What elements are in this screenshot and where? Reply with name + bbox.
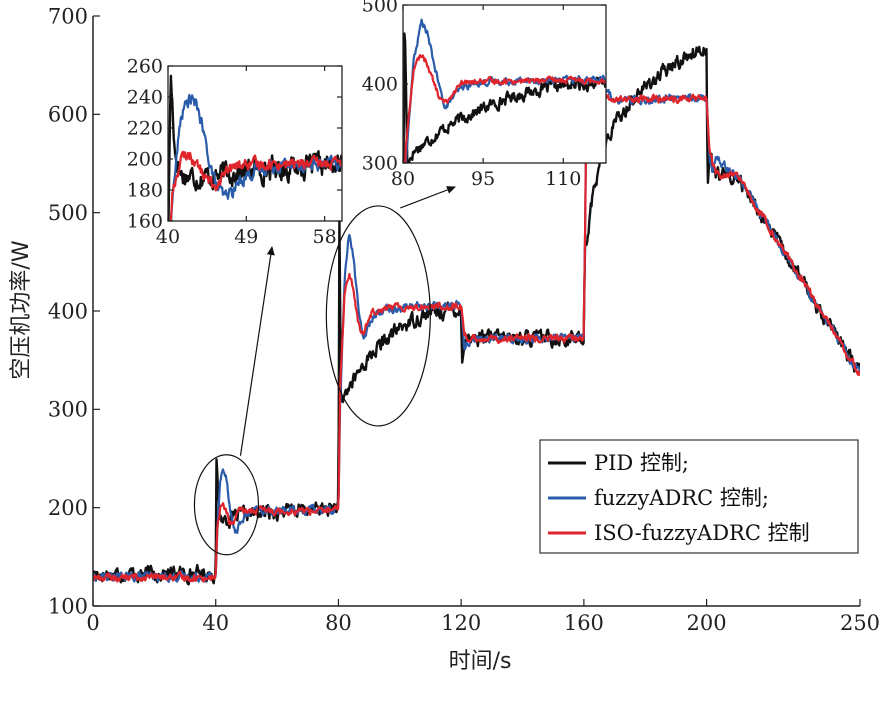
inset-40s-series-fuzzyadrc: [170, 93, 342, 221]
main-y-tick-label: 500: [48, 201, 88, 225]
legend: PID 控制; fuzzyADRC 控制; ISO-fuzzyADRC 控制: [539, 439, 859, 554]
inset-40s-y-tick-label: 180: [127, 180, 163, 202]
inset-40s-x-tick-label: 58: [313, 226, 337, 248]
main-x-tick-label: 200: [687, 611, 727, 635]
inset-40s-panel-bg: [168, 66, 342, 221]
inset-80s-axes: 80 95 110 300 400 500: [362, 0, 607, 190]
inset-40s-axes: 40 49 58 160 180 200 220 240 260: [127, 56, 343, 248]
inset-80s-x-tick-label: 95: [471, 168, 495, 190]
zoom-arrow-40s: [239, 246, 275, 456]
inset-40s-series-iso-fuzzyadrc: [169, 150, 342, 221]
legend-label-pid: PID 控制;: [594, 451, 689, 475]
main-x-tick-label: 120: [441, 611, 481, 635]
inset-80s-y-tick-label: 300: [362, 153, 398, 175]
main-y-tick-label: 400: [48, 299, 88, 323]
inset-zoom-80s: 80 95 110 300 400 500: [362, 0, 607, 190]
legend-label-iso-fuzzyadrc: ISO-fuzzyADRC 控制: [594, 521, 810, 545]
inset-zoom-40s: 40 49 58 160 180 200 220 240 260: [127, 56, 343, 248]
y-axis-label: 空压机功率/W: [9, 240, 34, 379]
inset-40s-y-tick-label: 220: [127, 118, 163, 140]
main-y-tick-label: 700: [48, 4, 88, 28]
inset-40s-x-tick-label: 40: [156, 226, 180, 248]
inset-40s-y-tick-label: 160: [127, 211, 163, 233]
legend-box: [539, 439, 859, 554]
inset-40s-y-tick-label: 200: [127, 149, 163, 171]
legend-label-fuzzyadrc: fuzzyADRC 控制;: [594, 486, 769, 510]
main-axes: 0 40 80 120 160 200 250 100 200 300 400 500 600 700: [48, 4, 879, 635]
inset-40s-y-tick-label: 240: [127, 87, 163, 109]
inset-40s-frame: [167, 65, 343, 222]
inset-80s-x-tick-label: 110: [545, 168, 581, 190]
main-x-tick-label: 40: [202, 611, 229, 635]
main-x-tick-label: 160: [564, 611, 604, 635]
inset-80s-y-tick-label: 500: [362, 0, 398, 17]
main-x-tick-label: 0: [86, 611, 99, 635]
zoom-ellipse-80s: [325, 205, 431, 427]
main-x-tick-label: 250: [840, 611, 879, 635]
inset-80s-x-tick-label: 80: [391, 168, 415, 190]
x-axis-label: 时间/s: [449, 649, 512, 674]
main-series-iso-fuzzyadrc: [93, 91, 860, 583]
zoom-ellipse-40s: [193, 454, 260, 556]
main-y-tick-label: 600: [48, 103, 88, 127]
zoom-annotations: [193, 186, 456, 556]
main-y-tick-label: 100: [48, 594, 88, 618]
main-y-tick-label: 200: [48, 496, 88, 520]
zoom-arrow-80s: [400, 186, 456, 209]
inset-40s-x-tick-label: 49: [234, 226, 258, 248]
inset-80s-y-tick-label: 400: [362, 74, 398, 96]
main-y-tick-label: 300: [48, 398, 88, 422]
main-x-tick-label: 80: [325, 611, 352, 635]
inset-40s-y-tick-label: 260: [127, 56, 163, 78]
inset-80s-series-iso-fuzzyadrc: [404, 54, 606, 163]
